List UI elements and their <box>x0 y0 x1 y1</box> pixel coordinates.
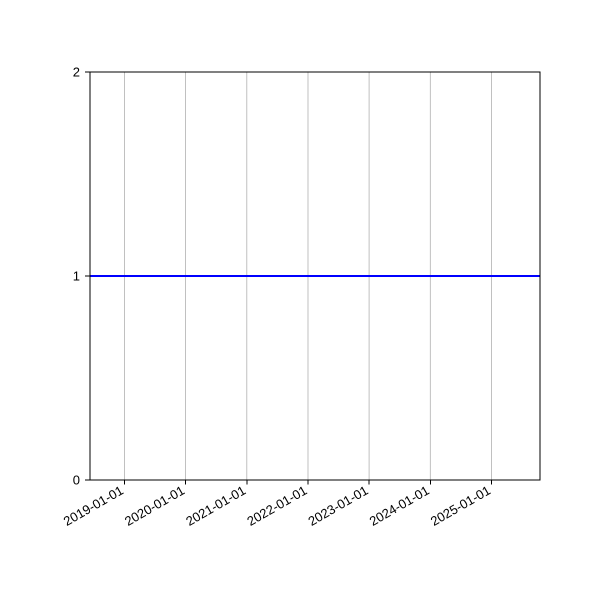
svg-text:2: 2 <box>73 65 80 80</box>
svg-text:0: 0 <box>73 473 80 488</box>
svg-text:1: 1 <box>73 269 80 284</box>
